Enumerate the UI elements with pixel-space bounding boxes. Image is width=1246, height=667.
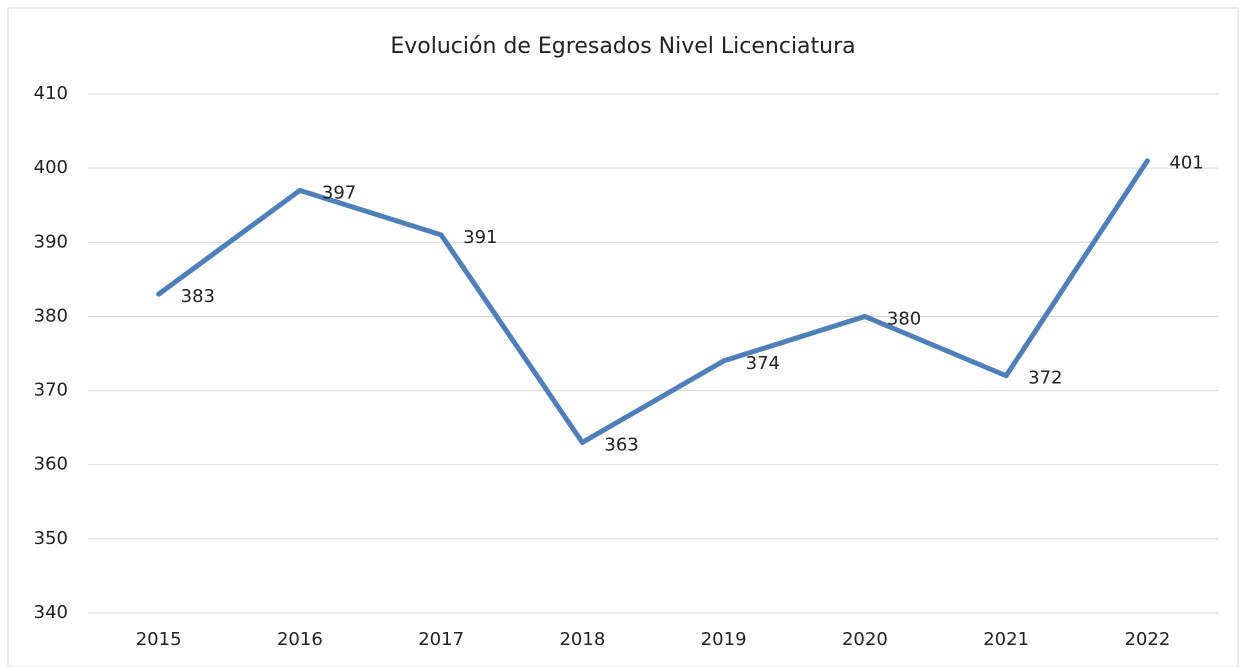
x-tick-label: 2016 <box>277 629 323 650</box>
data-label: 397 <box>322 182 356 203</box>
x-tick-label: 2017 <box>418 629 464 650</box>
y-tick-label: 370 <box>34 380 68 401</box>
data-label: 383 <box>181 286 215 307</box>
y-tick-label: 380 <box>34 305 68 326</box>
data-label: 372 <box>1028 368 1062 389</box>
chart-border <box>7 7 1239 667</box>
y-tick-label: 340 <box>34 602 68 623</box>
data-label: 363 <box>604 434 638 455</box>
y-tick-label: 410 <box>34 83 68 104</box>
x-tick-label: 2018 <box>559 629 605 650</box>
y-tick-label: 360 <box>34 454 68 475</box>
x-tick-label: 2022 <box>1124 629 1170 650</box>
y-tick-label: 350 <box>34 528 68 549</box>
data-line <box>156 158 1150 445</box>
data-label: 391 <box>463 227 497 248</box>
x-tick-label: 2015 <box>136 629 182 650</box>
x-tick-label: 2020 <box>842 629 888 650</box>
y-tick-label: 390 <box>34 231 68 252</box>
data-label: 380 <box>887 308 921 329</box>
data-label: 401 <box>1169 153 1203 174</box>
data-label: 374 <box>746 353 780 374</box>
y-tick-label: 400 <box>34 157 68 178</box>
x-tick-label: 2021 <box>983 629 1029 650</box>
chart-title: Evolución de Egresados Nivel Licenciatur… <box>390 34 855 59</box>
x-tick-label: 2019 <box>701 629 747 650</box>
